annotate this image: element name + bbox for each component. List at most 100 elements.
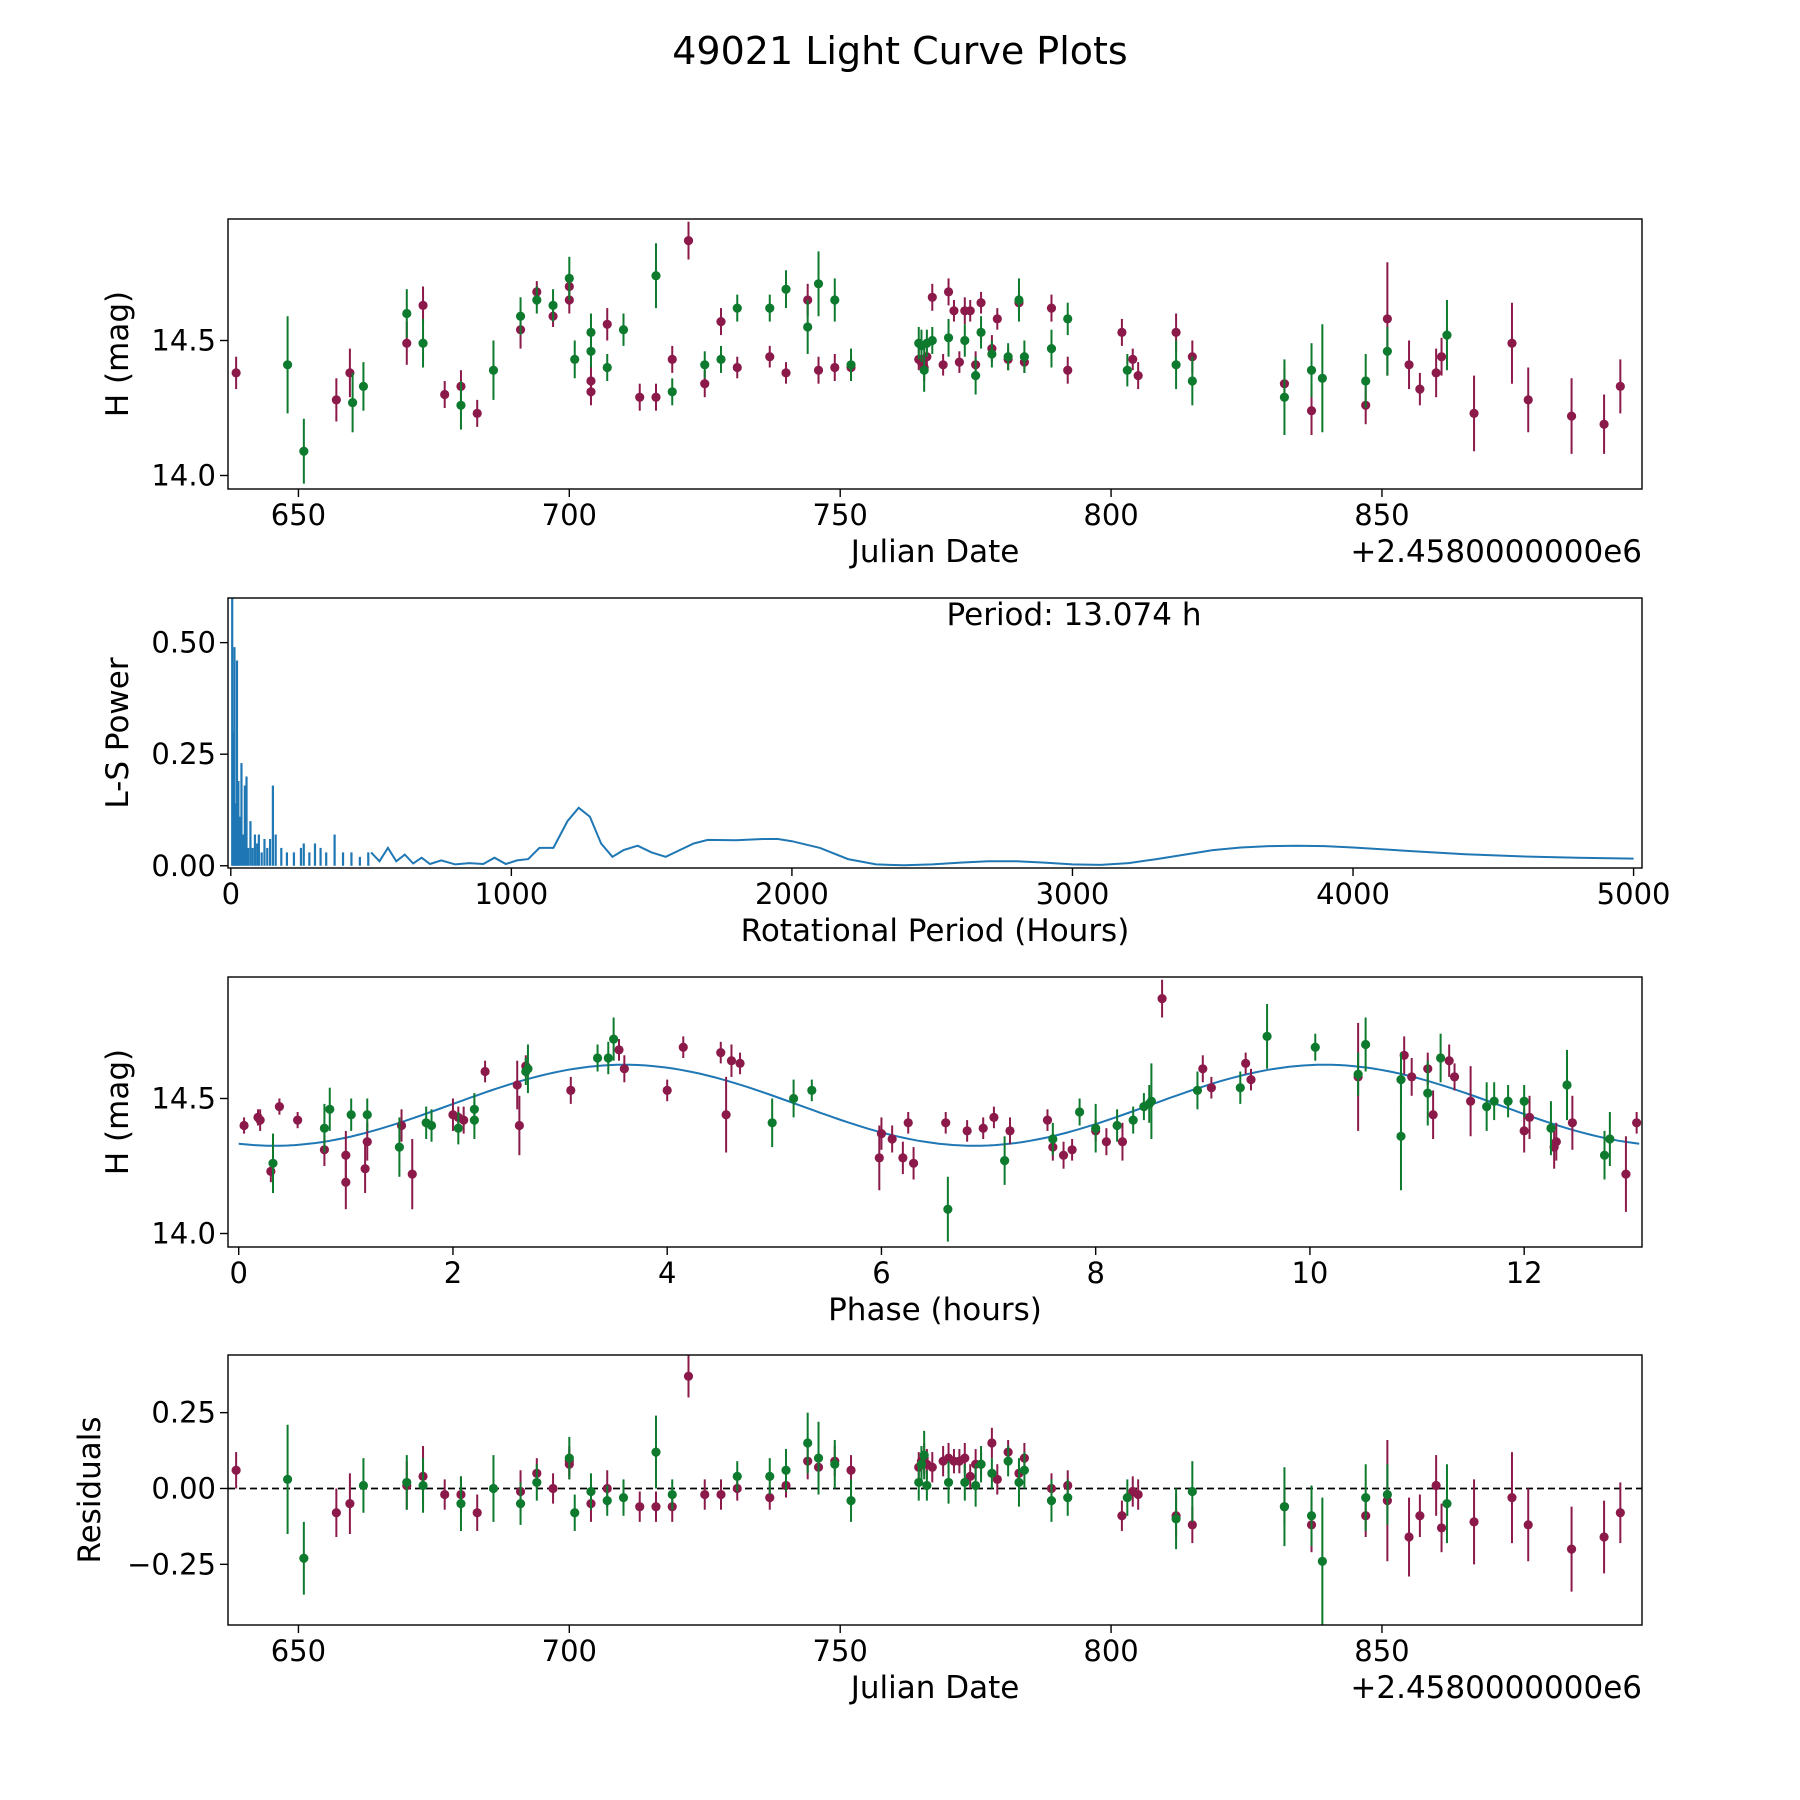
y-tick-label: 0.00 [151, 1471, 216, 1505]
data-point [459, 1115, 469, 1125]
data-point [341, 1150, 351, 1160]
data-point [360, 1164, 370, 1174]
y-axis-label: H (mag) [100, 291, 136, 417]
data-point [965, 1471, 975, 1481]
data-point [1382, 1489, 1392, 1500]
data-point [592, 1053, 603, 1063]
data-point [976, 327, 986, 337]
x-tick-label: 650 [271, 498, 326, 532]
data-point [1262, 1031, 1272, 1041]
data-point [635, 392, 645, 402]
data-point [1146, 1096, 1156, 1106]
data-point [887, 1134, 897, 1144]
data-point [331, 395, 341, 405]
data-point [1436, 352, 1447, 362]
data-point [700, 1489, 710, 1500]
data-point [570, 1508, 580, 1518]
data-point [1310, 1042, 1320, 1052]
x-tick-label: 3000 [1036, 877, 1110, 911]
light-curve-panel: 650 700 750 800 850 14.0 14.5 Julian Date H (mag… [100, 218, 1643, 570]
y-axis-label: H (mag) [100, 1049, 136, 1175]
data-point [700, 379, 710, 389]
data-point [716, 1048, 726, 1058]
data-point [960, 335, 970, 346]
data-point [803, 322, 813, 332]
data-point [651, 271, 661, 281]
data-point [781, 1465, 791, 1475]
data-point [927, 335, 937, 346]
data-point [1442, 1499, 1452, 1509]
data-point [1396, 1131, 1406, 1141]
data-point [938, 360, 948, 370]
data-point [919, 1450, 929, 1460]
data-point [1523, 395, 1533, 405]
x-tick-label: 1000 [474, 877, 548, 911]
data-point [358, 381, 369, 391]
data-point [846, 1465, 856, 1475]
data-point [362, 1110, 372, 1120]
data-point [268, 1158, 278, 1168]
data-point [716, 317, 726, 327]
data-point [570, 354, 580, 364]
data-point [927, 1462, 937, 1472]
data-point [987, 349, 997, 359]
data-point [548, 1483, 558, 1494]
data-point [683, 236, 694, 246]
data-point [1469, 1517, 1479, 1527]
data-point [586, 1486, 596, 1497]
x-tick-label: 650 [271, 1634, 326, 1668]
data-point [943, 333, 954, 343]
data-point [813, 365, 824, 375]
data-point [603, 1053, 613, 1063]
data-point [1019, 1465, 1029, 1475]
data-point [488, 1483, 499, 1494]
data-point [765, 1471, 775, 1481]
plot-frame [227, 976, 1643, 1248]
data-point [453, 1123, 463, 1133]
data-point [1187, 1486, 1197, 1497]
data-point [1361, 1492, 1371, 1503]
data-point [548, 300, 558, 310]
data-point [965, 306, 975, 316]
data-point [348, 398, 358, 408]
data-point [1014, 295, 1024, 305]
data-point [683, 1371, 694, 1381]
data-point [341, 1177, 351, 1187]
data-point [299, 446, 309, 456]
data-point [1361, 376, 1371, 386]
data-point [721, 1110, 731, 1120]
data-point [876, 1129, 887, 1139]
x-tick-label: 700 [542, 1634, 597, 1668]
x-tick-label: 750 [813, 1634, 868, 1668]
data-point [1091, 1123, 1101, 1133]
data-point [954, 357, 964, 367]
data-point [1507, 338, 1517, 348]
data-point [1523, 1520, 1533, 1530]
data-point [488, 365, 499, 375]
data-point [618, 325, 629, 335]
data-point [440, 1489, 450, 1500]
data-point [765, 352, 775, 362]
data-point [1067, 1145, 1077, 1155]
data-point [1206, 1083, 1216, 1093]
data-point [586, 387, 596, 397]
data-point [941, 1118, 951, 1128]
data-point [1567, 1118, 1577, 1128]
y-tick-label: 0.25 [151, 1396, 216, 1430]
data-point [700, 360, 710, 370]
data-point [732, 1471, 742, 1481]
data-point [1407, 1072, 1417, 1082]
data-point [346, 1110, 356, 1120]
data-point [1615, 381, 1625, 391]
data-point [1442, 330, 1452, 340]
data-point [1122, 365, 1132, 375]
x-tick-label: 2000 [755, 877, 829, 911]
data-point [1171, 360, 1181, 370]
x-tick-label: 850 [1354, 1634, 1409, 1668]
data-point [1317, 373, 1327, 383]
data-point [987, 1468, 997, 1478]
data-point [418, 338, 428, 348]
data-point [1317, 1556, 1327, 1566]
data-point [1423, 1088, 1433, 1098]
